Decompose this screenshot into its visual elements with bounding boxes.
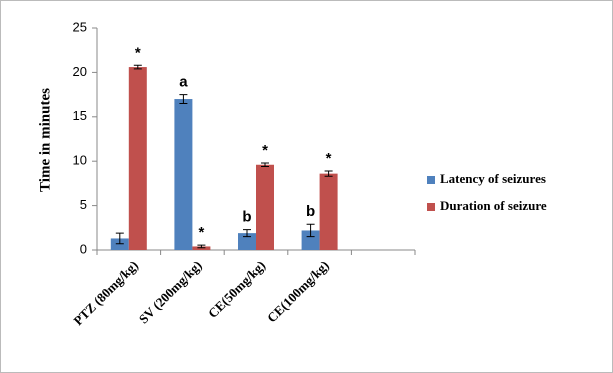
error-bar (243, 229, 251, 238)
bar (256, 164, 274, 250)
error-bar (133, 64, 142, 70)
legend-swatch (427, 176, 435, 184)
y-tick-label: 15 (73, 108, 87, 123)
legend-swatch (427, 203, 435, 211)
bar (174, 99, 193, 250)
annotation: b (242, 209, 251, 226)
error-bar (197, 244, 206, 249)
y-axis-label: Time in minutes (37, 88, 53, 192)
legend-label: Latency of seizures (440, 171, 546, 186)
error-bar (115, 232, 124, 245)
annotation: * (198, 224, 204, 241)
bar (128, 67, 147, 251)
error-bar (306, 223, 315, 238)
legend-label: Duration of seizure (440, 198, 547, 213)
bar (319, 173, 338, 250)
error-bar (261, 162, 269, 168)
bar (301, 230, 320, 250)
annotation: a (179, 74, 188, 91)
y-tick-label: 20 (73, 64, 87, 79)
y-tick-label: 25 (73, 19, 87, 34)
annotation: * (135, 44, 141, 61)
error-bar (179, 94, 188, 104)
bar (238, 233, 256, 250)
y-tick-label: 10 (73, 153, 87, 168)
annotation: * (326, 150, 332, 167)
y-tick-label: 0 (80, 241, 87, 256)
error-bar (324, 170, 333, 177)
y-tick-label: 5 (80, 197, 87, 212)
annotation: * (262, 142, 268, 159)
annotation: b (306, 203, 315, 220)
